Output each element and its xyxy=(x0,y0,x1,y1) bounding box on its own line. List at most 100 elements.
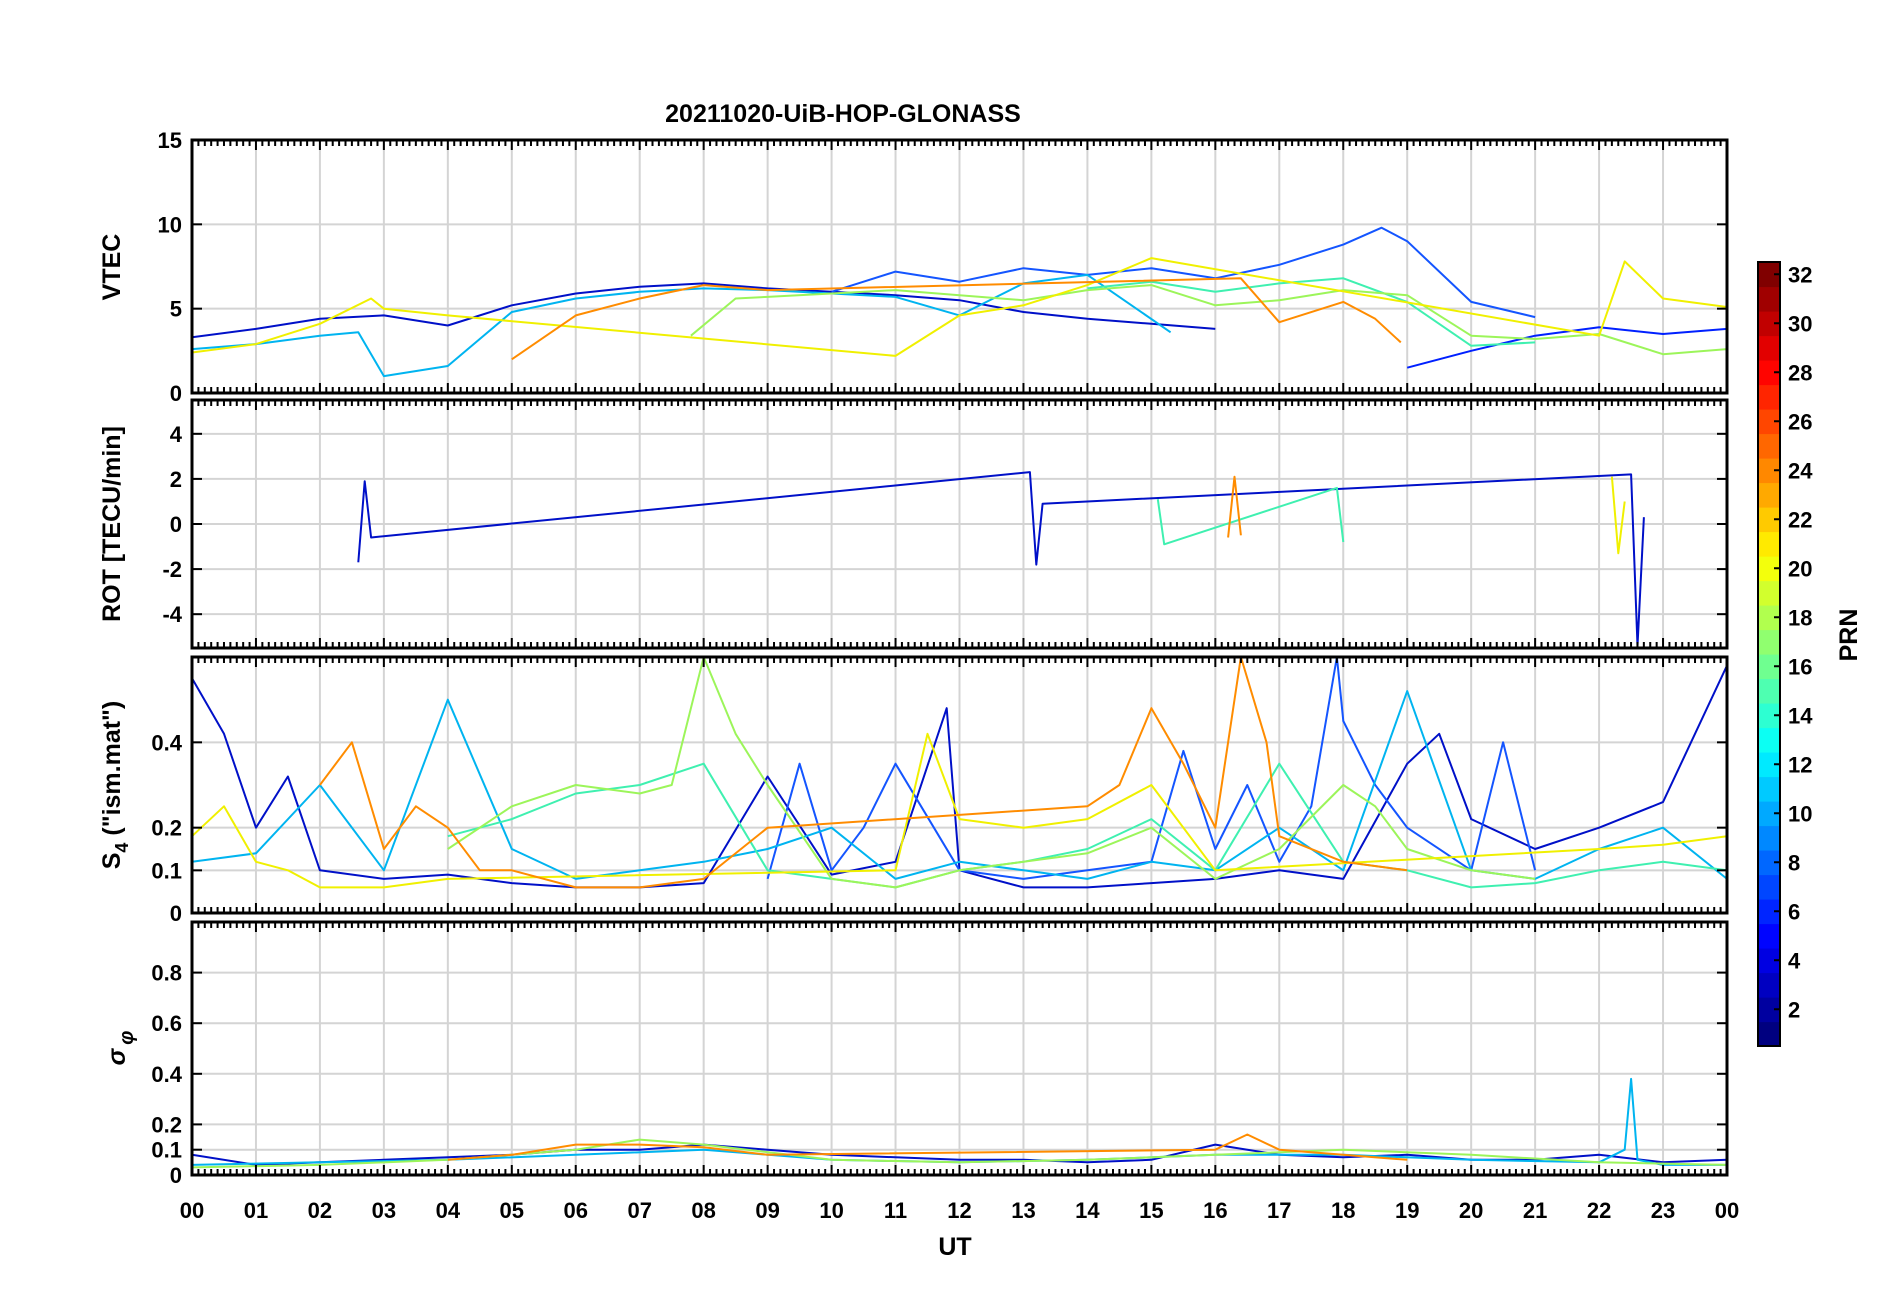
series-line-prn-2 xyxy=(357,471,1645,647)
x-tick-label: 02 xyxy=(308,1198,332,1223)
colorbar-segment xyxy=(1758,654,1780,680)
series-line-prn-5 xyxy=(766,657,1537,880)
y-tick-label: 4 xyxy=(170,422,183,447)
y-tick-label: 0 xyxy=(170,901,182,926)
y-tick-label: -4 xyxy=(162,602,182,627)
series-line-prn-3 xyxy=(1406,326,1727,369)
colorbar-tick-label: 14 xyxy=(1788,703,1813,728)
series-line-prn-15 xyxy=(1156,486,1345,546)
colorbar-segment xyxy=(1758,556,1780,582)
x-tick-label: 11 xyxy=(884,1198,907,1223)
colorbar-segment xyxy=(1758,899,1780,925)
colorbar-segment xyxy=(1758,678,1780,704)
colorbar-segment xyxy=(1758,629,1780,655)
colorbar-tick-label: 28 xyxy=(1788,360,1812,385)
colorbar-tick-label: 4 xyxy=(1788,948,1801,973)
y-axis-label-rot: ROT [TECU/min] xyxy=(98,426,126,622)
colorbar-segment xyxy=(1758,752,1780,778)
x-tick-label: 16 xyxy=(1203,1198,1227,1223)
colorbar-segment xyxy=(1758,531,1780,557)
series-line-prn-20 xyxy=(192,732,1727,889)
x-tick-label: 23 xyxy=(1651,1198,1675,1223)
panel-rot: -4 -2 0 2 4 ROT [TECU/min] xyxy=(98,398,1729,650)
series-line-prn-23 xyxy=(447,1133,1408,1161)
colorbar-segment xyxy=(1758,923,1780,949)
colorbar-segment xyxy=(1758,409,1780,435)
y-tick-label: 0.4 xyxy=(151,1062,182,1087)
colorbar-segment xyxy=(1758,262,1780,288)
y-tick-label: 0.1 xyxy=(151,1138,182,1163)
series-line-prn-23 xyxy=(511,277,1402,361)
colorbar-segment xyxy=(1758,433,1780,459)
colorbar-segment xyxy=(1758,948,1780,974)
colorbar-tick-label: 32 xyxy=(1788,262,1812,287)
colorbar-segment xyxy=(1758,286,1780,312)
colorbar-segment xyxy=(1758,703,1780,729)
y-tick-label: 2 xyxy=(170,467,182,492)
colorbar-segment xyxy=(1758,335,1780,361)
x-tick-label: 07 xyxy=(627,1198,651,1223)
x-tick-label: 19 xyxy=(1395,1198,1419,1223)
panel-vtec: 0 5 10 15 VTEC xyxy=(98,128,1729,406)
panel-s4: 0 0.1 0.2 0.4 S4 ("ism.mat") xyxy=(98,655,1729,926)
series-line-prn-2 xyxy=(192,282,1216,339)
x-tick-label: 15 xyxy=(1139,1198,1163,1223)
series-line-prn-17 xyxy=(690,284,1727,356)
colorbar-tick-label: 8 xyxy=(1788,850,1800,875)
colorbar-tick-label: 16 xyxy=(1788,654,1812,679)
x-tick-label: 01 xyxy=(244,1198,268,1223)
y-axis-label-s4: S4 ("ism.mat") xyxy=(98,701,132,870)
x-tick-label: 00 xyxy=(1715,1198,1739,1223)
series-line-prn-15 xyxy=(1087,277,1536,347)
y-tick-label: 0 xyxy=(170,512,182,537)
colorbar-segment xyxy=(1758,605,1780,631)
y-tick-label: 0 xyxy=(170,1163,182,1188)
colorbar-tick-label: 18 xyxy=(1788,605,1812,630)
colorbar-tick-label: 6 xyxy=(1788,899,1800,924)
x-tick-label: 21 xyxy=(1523,1198,1547,1223)
y-tick-label: 10 xyxy=(158,212,182,237)
colorbar-tick-label: 20 xyxy=(1788,556,1812,581)
series-line-prn-17 xyxy=(447,657,1536,889)
panel-sigma-phi: 00.10.2 0.4 0.6 0.8 σφ xyxy=(103,920,1729,1188)
series-group xyxy=(192,226,1727,378)
colorbar-tick-label: 12 xyxy=(1788,752,1812,777)
colorbar-segment xyxy=(1758,458,1780,484)
x-tick-label: 05 xyxy=(500,1198,524,1223)
colorbar-segment xyxy=(1758,580,1780,606)
y-tick-label: 0.6 xyxy=(151,1011,182,1036)
colorbar-tick-label: 26 xyxy=(1788,409,1812,434)
series-line-prn-20 xyxy=(192,257,1727,357)
series-group xyxy=(192,1077,1727,1169)
colorbar-segment xyxy=(1758,850,1780,876)
colorbar-segment xyxy=(1758,1021,1780,1047)
y-tick-label: 0.1 xyxy=(151,858,182,883)
series-line-prn-11 xyxy=(192,273,1172,378)
series-line-prn-23 xyxy=(1227,475,1242,538)
x-tick-label: 00 xyxy=(180,1198,204,1223)
x-tick-label: 17 xyxy=(1267,1198,1291,1223)
x-tick-label: 12 xyxy=(947,1198,971,1223)
colorbar-segment xyxy=(1758,874,1780,900)
y-axis-label-sigma_phi: σφ xyxy=(103,1031,138,1066)
x-tick-label: 09 xyxy=(755,1198,779,1223)
series-line-prn-20 xyxy=(1610,476,1626,555)
y-tick-label: 0 xyxy=(170,381,182,406)
y-tick-label: 0.8 xyxy=(151,961,182,986)
x-tick-label: 08 xyxy=(691,1198,715,1223)
colorbar-tick-label: 22 xyxy=(1788,507,1812,532)
colorbar-tick-label: 30 xyxy=(1788,311,1812,336)
series-line-prn-23 xyxy=(319,657,1408,889)
y-axis-label-vtec: VTEC xyxy=(98,234,126,301)
x-tick-label: 03 xyxy=(372,1198,396,1223)
series-group xyxy=(192,657,1727,889)
chart-title: 20211020-UiB-HOP-GLONASS xyxy=(665,100,1021,128)
colorbar-segment xyxy=(1758,776,1780,802)
colorbar-segment xyxy=(1758,801,1780,827)
colorbar-label: PRN xyxy=(1835,609,1863,662)
y-tick-label: 5 xyxy=(170,297,182,322)
x-tick-label: 04 xyxy=(436,1198,461,1223)
